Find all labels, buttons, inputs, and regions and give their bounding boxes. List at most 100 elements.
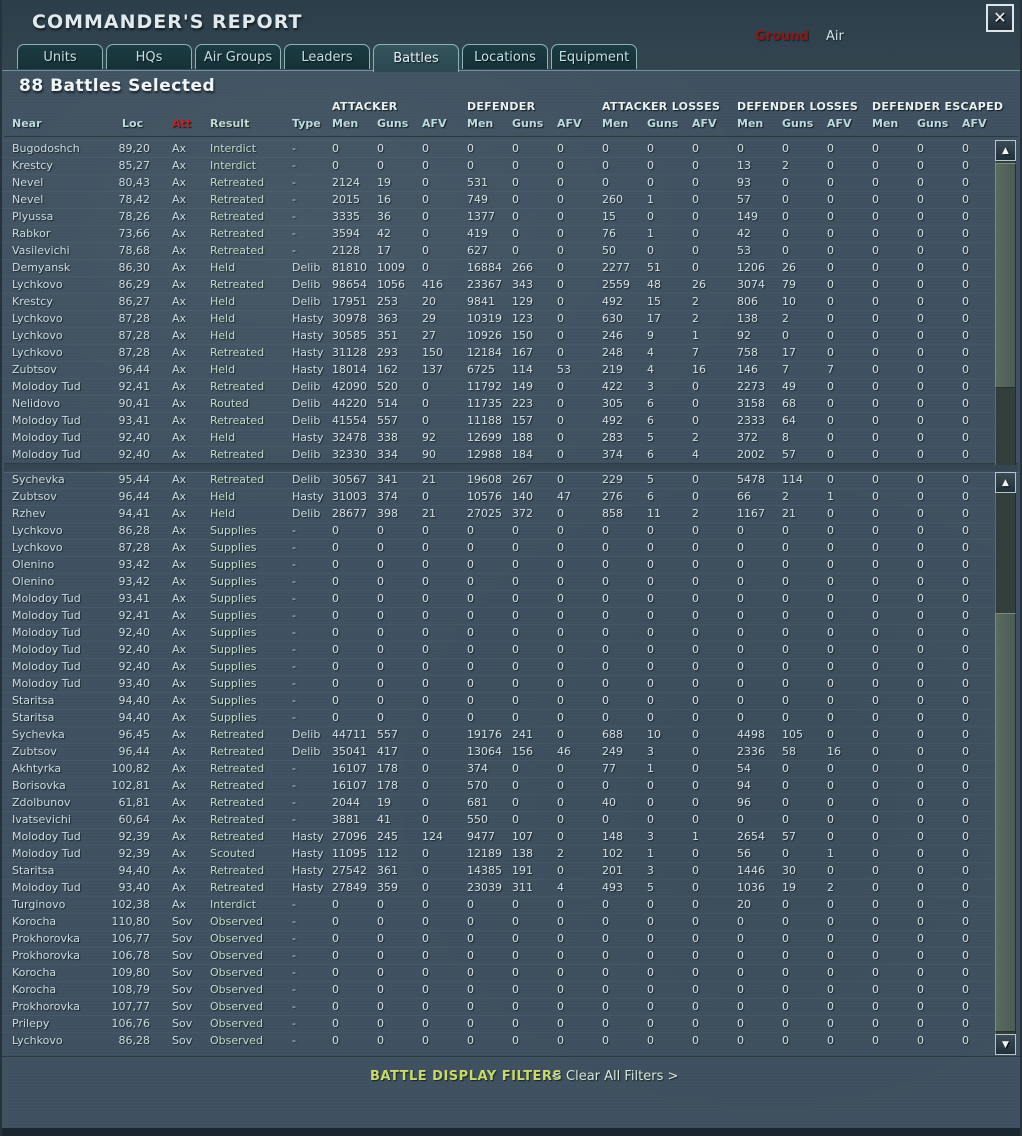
- tab-leaders[interactable]: Leaders: [284, 44, 370, 69]
- table-row[interactable]: Demyansk 86,30 Ax Held Delib 81810 1009 0 16884 2…: [2, 259, 1012, 276]
- cell-value: 57: [782, 830, 796, 843]
- column-header[interactable]: Men: [602, 116, 629, 130]
- tab-hqs[interactable]: HQs: [106, 44, 192, 69]
- column-header[interactable]: Guns: [917, 116, 949, 130]
- cell-value: 0: [917, 176, 924, 189]
- column-header[interactable]: AFV: [827, 116, 852, 130]
- table-row[interactable]: Ivatsevichi 60,64 Ax Retreated - 3881 41 0 550 0 0…: [2, 811, 1012, 828]
- column-header[interactable]: Men: [737, 116, 764, 130]
- table-row[interactable]: Lychkovo 87,28 Ax Held Hasty 30978 363 29 10319 1…: [2, 310, 1012, 327]
- table-row[interactable]: Plyussa 78,26 Ax Retreated - 3335 36 0 1377 0 0 15 0…: [2, 208, 1012, 225]
- table-row[interactable]: Korocha 110,80 Sov Observed - 0 0 0 0 0 0 0 0 0 0 0 0 0 0 0: [2, 913, 1012, 930]
- table-row[interactable]: Lychkovo 86,28 Ax Supplies - 0 0 0 0 0 0 0 0 0 0 0 0 0 0 0: [2, 522, 1012, 539]
- table-row[interactable]: Molodoy Tud 92,40 Ax Supplies - 0 0 0 0 0 0 0 0 0 0 0 0 0…: [2, 658, 1012, 675]
- table-row[interactable]: Molodoy Tud 92,40 Ax Supplies - 0 0 0 0 0 0 0 0 0 0 0 0 0…: [2, 641, 1012, 658]
- table-row[interactable]: Rabkor 73,66 Ax Retreated - 3594 42 0 419 0 0 76 1 0 4…: [2, 225, 1012, 242]
- column-header[interactable]: AFV: [962, 116, 987, 130]
- table-row[interactable]: Lychkovo 87,28 Ax Held Hasty 30585 351 27 10926 1…: [2, 327, 1012, 344]
- column-header[interactable]: Guns: [377, 116, 409, 130]
- tab-air-groups[interactable]: Air Groups: [195, 44, 281, 69]
- table-row[interactable]: Molodoy Tud 92,40 Ax Supplies - 0 0 0 0 0 0 0 0 0 0 0 0 0…: [2, 624, 1012, 641]
- column-header[interactable]: Result: [210, 116, 250, 130]
- table-row[interactable]: Olenino 93,42 Ax Supplies - 0 0 0 0 0 0 0 0 0 0 0 0 0 0 0: [2, 556, 1012, 573]
- column-header[interactable]: Loc: [122, 116, 144, 130]
- column-header[interactable]: Men: [332, 116, 359, 130]
- table-row[interactable]: Krestcy 86,27 Ax Held Delib 17951 253 20 9841 129…: [2, 293, 1012, 310]
- cell-value: 0: [647, 796, 654, 809]
- table-row[interactable]: Zubtsov 96,44 Ax Held Hasty 18014 162 137 6725 11…: [2, 361, 1012, 378]
- table-row[interactable]: Molodoy Tud 93,41 Ax Retreated Delib 41554 557…: [2, 412, 1012, 429]
- cell-value: 0: [782, 244, 789, 257]
- cell-result: Held: [210, 490, 236, 503]
- cell-value: 0: [872, 176, 879, 189]
- table-row[interactable]: Lychkovo 86,28 Sov Observed - 0 0 0 0 0 0 0 0 0 0 0 0 0 0 0: [2, 1032, 1012, 1049]
- table-row[interactable]: Nevel 78,42 Ax Retreated - 2015 16 0 749 0 0 260 1 0 5…: [2, 191, 1012, 208]
- table-row[interactable]: Vasilevichi 78,68 Ax Retreated - 2128 17 0 627 0 0…: [2, 242, 1012, 259]
- tab-equipment[interactable]: Equipment: [551, 44, 637, 69]
- table-row[interactable]: Rzhev 94,41 Ax Held Delib 28677 398 21 27025 372 0…: [2, 505, 1012, 522]
- column-header[interactable]: AFV: [557, 116, 582, 130]
- cell-value: 0: [872, 847, 879, 860]
- table-row[interactable]: Prokhorovka 106,78 Sov Observed - 0 0 0 0 0 0 0 0 0 0 0…: [2, 947, 1012, 964]
- table-row[interactable]: Krestcy 85,27 Ax Interdict - 0 0 0 0 0 0 0 0 0 13 2 0 0 0 0: [2, 157, 1012, 174]
- table-row[interactable]: Turginovo 102,38 Ax Interdict - 0 0 0 0 0 0 0 0 0 20 0 0…: [2, 896, 1012, 913]
- table-row[interactable]: Zubtsov 96,44 Ax Retreated Delib 35041 417 0 130…: [2, 743, 1012, 760]
- table-row[interactable]: Molodoy Tud 92,39 Ax Scouted Hasty 11095 112 0 1…: [2, 845, 1012, 862]
- cell-result: Observed: [210, 1034, 263, 1047]
- table-row[interactable]: Lychkovo 87,28 Ax Retreated Hasty 31128 293 150…: [2, 344, 1012, 361]
- table-row[interactable]: Staritsa 94,40 Ax Supplies - 0 0 0 0 0 0 0 0 0 0 0 0 0 0 0: [2, 692, 1012, 709]
- table-row[interactable]: Sychevka 96,45 Ax Retreated Delib 44711 557 0 19…: [2, 726, 1012, 743]
- close-button[interactable]: ✕: [986, 4, 1014, 32]
- table-row[interactable]: Nelidovo 90,41 Ax Routed Delib 44220 514 0 11735…: [2, 395, 1012, 412]
- table-row[interactable]: Bugodoshch 89,20 Ax Interdict - 0 0 0 0 0 0 0 0 0 0 0 0 0…: [2, 140, 1012, 157]
- tab-units[interactable]: Units: [17, 44, 103, 69]
- cell-value: 0: [962, 813, 969, 826]
- table-row[interactable]: Molodoy Tud 92,39 Ax Retreated Hasty 27096 245…: [2, 828, 1012, 845]
- table-row[interactable]: Prokhorovka 106,77 Sov Observed - 0 0 0 0 0 0 0 0 0 0 0…: [2, 930, 1012, 947]
- scrollbar-thumb-lower[interactable]: [995, 613, 1016, 1032]
- scrollbar-thumb-upper[interactable]: [995, 163, 1016, 388]
- table-row[interactable]: Olenino 93,42 Ax Supplies - 0 0 0 0 0 0 0 0 0 0 0 0 0 0 0: [2, 573, 1012, 590]
- table-row[interactable]: Akhtyrka 100,82 Ax Retreated - 16107 178 0 374 0 0…: [2, 760, 1012, 777]
- tab-battles[interactable]: Battles: [373, 44, 459, 72]
- table-row[interactable]: Molodoy Tud 92,40 Ax Held Hasty 32478 338 92 126…: [2, 429, 1012, 446]
- table-row[interactable]: Molodoy Tud 92,40 Ax Retreated Delib 32330 334…: [2, 446, 1012, 463]
- column-header[interactable]: Men: [872, 116, 899, 130]
- ground-mode-button[interactable]: Ground: [755, 29, 809, 44]
- table-row[interactable]: Molodoy Tud 92,41 Ax Supplies - 0 0 0 0 0 0 0 0 0 0 0 0 0…: [2, 607, 1012, 624]
- scroll-up-button-upper[interactable]: ▲: [995, 140, 1016, 161]
- clear-all-filters-button[interactable]: < Clear All Filters >: [551, 1069, 679, 1084]
- column-header[interactable]: Guns: [647, 116, 679, 130]
- table-row[interactable]: Lychkovo 87,28 Ax Supplies - 0 0 0 0 0 0 0 0 0 0 0 0 0 0 0: [2, 539, 1012, 556]
- table-row[interactable]: Zdolbunov 61,81 Ax Retreated - 2044 19 0 681 0 0 40…: [2, 794, 1012, 811]
- table-row[interactable]: Molodoy Tud 93,40 Ax Retreated Hasty 27849 359…: [2, 879, 1012, 896]
- scroll-down-button-lower[interactable]: ▼: [995, 1034, 1016, 1055]
- table-row[interactable]: Borisovka 102,81 Ax Retreated - 16107 178 0 570 0…: [2, 777, 1012, 794]
- table-row[interactable]: Lychkovo 86,29 Ax Retreated Delib 98654 1056 41…: [2, 276, 1012, 293]
- cell-value: 0: [647, 898, 654, 911]
- table-row[interactable]: Nevel 80,43 Ax Retreated - 2124 19 0 531 0 0 0 0 0 93 0…: [2, 174, 1012, 191]
- column-header[interactable]: Near: [12, 116, 42, 130]
- table-row[interactable]: Molodoy Tud 92,41 Ax Retreated Delib 42090 520…: [2, 378, 1012, 395]
- column-header[interactable]: AFV: [422, 116, 447, 130]
- column-header[interactable]: Guns: [512, 116, 544, 130]
- table-row[interactable]: Prilepy 106,76 Sov Observed - 0 0 0 0 0 0 0 0 0 0 0 0 0 0 0: [2, 1015, 1012, 1032]
- column-header[interactable]: AFV: [692, 116, 717, 130]
- table-row[interactable]: Korocha 108,79 Sov Observed - 0 0 0 0 0 0 0 0 0 0 0 0 0 0 0: [2, 981, 1012, 998]
- scroll-up-button-lower[interactable]: ▲: [995, 472, 1016, 493]
- tab-locations[interactable]: Locations: [462, 44, 548, 69]
- table-row[interactable]: Staritsa 94,40 Ax Supplies - 0 0 0 0 0 0 0 0 0 0 0 0 0 0 0: [2, 709, 1012, 726]
- air-mode-button[interactable]: Air: [826, 29, 844, 44]
- table-row[interactable]: Molodoy Tud 93,41 Ax Supplies - 0 0 0 0 0 0 0 0 0 0 0 0 0…: [2, 590, 1012, 607]
- column-header[interactable]: Men: [467, 116, 494, 130]
- column-header[interactable]: Guns: [782, 116, 814, 130]
- table-row[interactable]: Zubtsov 96,44 Ax Held Hasty 31003 374 0 10576 140…: [2, 488, 1012, 505]
- table-row[interactable]: Prokhorovka 107,77 Sov Observed - 0 0 0 0 0 0 0 0 0 0 0…: [2, 998, 1012, 1015]
- table-row[interactable]: Sychevka 95,44 Ax Retreated Delib 30567 341 21 1…: [2, 471, 1012, 488]
- table-row[interactable]: Korocha 109,80 Sov Observed - 0 0 0 0 0 0 0 0 0 0 0 0 0 0 0: [2, 964, 1012, 981]
- column-header[interactable]: Type: [292, 116, 321, 130]
- table-row[interactable]: Staritsa 94,40 Ax Retreated Hasty 27542 361 0 14…: [2, 862, 1012, 879]
- table-row[interactable]: Molodoy Tud 93,40 Ax Supplies - 0 0 0 0 0 0 0 0 0 0 0 0 0…: [2, 675, 1012, 692]
- cell-value: 0: [737, 983, 744, 996]
- column-header[interactable]: Att: [172, 116, 192, 130]
